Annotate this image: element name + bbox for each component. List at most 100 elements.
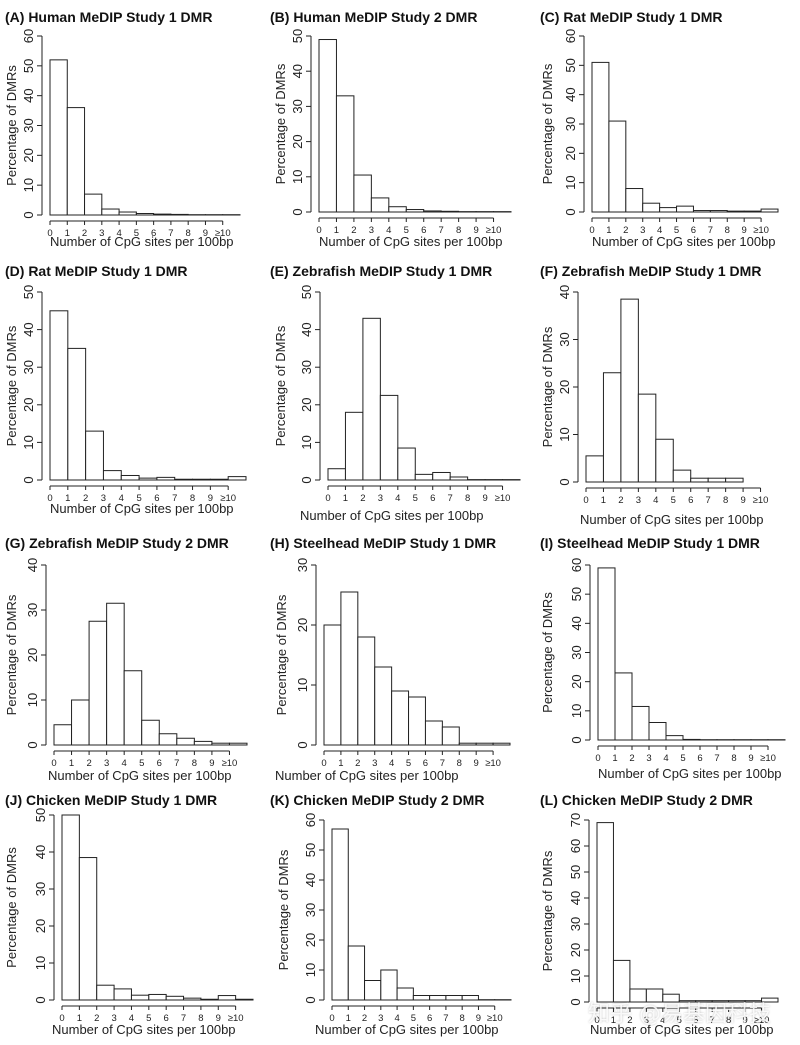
y-tick-label: 40 bbox=[33, 845, 48, 859]
y-tick-label: 60 bbox=[568, 839, 583, 853]
x-tick-label: 6 bbox=[693, 1015, 698, 1026]
bar bbox=[71, 699, 90, 746]
x-tick-label: 8 bbox=[190, 493, 195, 504]
x-tick-label: 1 bbox=[606, 225, 611, 236]
bar bbox=[85, 430, 104, 481]
bar bbox=[118, 211, 137, 216]
bar bbox=[228, 742, 248, 746]
x-tick-label: 2 bbox=[94, 1013, 99, 1024]
x-tick-label: ≥10 bbox=[485, 758, 501, 769]
bar bbox=[672, 469, 692, 483]
x-tick-label: 7 bbox=[172, 493, 177, 504]
y-tick-label: 0 bbox=[569, 736, 584, 743]
chart-title: (J) Chicken MeDIP Study 1 DMR bbox=[5, 792, 217, 808]
x-tick-label: 9 bbox=[208, 493, 213, 504]
x-tick-label: 6 bbox=[154, 493, 159, 504]
x-tick-label: 6 bbox=[691, 225, 696, 236]
x-tick-label: 4 bbox=[119, 493, 124, 504]
y-tick-label: 10 bbox=[295, 678, 310, 692]
bar bbox=[665, 735, 684, 741]
chart-title: (E) Zebrafish MeDIP Study 1 DMR bbox=[270, 263, 492, 279]
x-tick-label: 9 bbox=[742, 1015, 747, 1026]
x-tick-label: 2 bbox=[362, 1013, 367, 1024]
bar bbox=[596, 822, 614, 1003]
x-tick-label: 5 bbox=[677, 1015, 682, 1026]
y-axis-label: Percentage of DMRs bbox=[540, 592, 555, 713]
chart-panel-11: (K) Chicken MeDIP Study 2 DMR01020304050… bbox=[270, 792, 512, 1037]
bar bbox=[61, 814, 80, 1001]
bar bbox=[153, 213, 172, 216]
bar bbox=[648, 722, 667, 741]
y-tick-label: 60 bbox=[21, 29, 36, 43]
bar bbox=[614, 672, 633, 741]
x-tick-label: 7 bbox=[181, 1013, 186, 1024]
y-tick-label: 10 bbox=[25, 693, 40, 707]
bar bbox=[645, 988, 664, 1003]
x-tick-label: ≥10 bbox=[215, 228, 231, 239]
y-tick-label: 30 bbox=[557, 332, 572, 346]
x-tick-label: 3 bbox=[111, 1013, 116, 1024]
bar bbox=[408, 696, 426, 746]
y-tick-label: 50 bbox=[563, 58, 578, 72]
y-tick-label: 40 bbox=[21, 322, 36, 336]
bar bbox=[761, 997, 779, 1003]
y-tick-label: 30 bbox=[303, 903, 318, 917]
x-tick-label: 5 bbox=[411, 1013, 416, 1024]
chart-title: (C) Rat MeDIP Study 1 DMR bbox=[540, 9, 723, 25]
chart-panel-10: (J) Chicken MeDIP Study 1 DMR01020304050… bbox=[4, 792, 254, 1037]
x-tick-label: 8 bbox=[725, 225, 730, 236]
y-axis-label: Percentage of DMRs bbox=[276, 849, 291, 970]
y-tick-label: 40 bbox=[299, 322, 314, 336]
bar bbox=[642, 202, 661, 213]
x-tick-label: ≥10 bbox=[495, 493, 511, 504]
bar bbox=[170, 213, 189, 216]
bar bbox=[53, 724, 73, 746]
y-tick-label: 50 bbox=[569, 587, 584, 601]
x-tick-label: ≥10 bbox=[487, 1013, 503, 1024]
x-tick-label: 4 bbox=[657, 225, 662, 236]
bar bbox=[113, 988, 132, 1001]
x-axis-label: Number of CpG sites per 100bp bbox=[592, 234, 776, 249]
y-tick-label: 20 bbox=[21, 148, 36, 162]
chart-title: (G) Zebrafish MeDIP Study 2 DMR bbox=[5, 535, 229, 551]
x-tick-label: 9 bbox=[740, 495, 745, 506]
y-tick-label: 0 bbox=[568, 998, 583, 1005]
y-tick-label: 10 bbox=[569, 704, 584, 718]
chart-panel-7: (G) Zebrafish MeDIP Study 2 DMR010203040… bbox=[4, 535, 248, 783]
chart-panel-6: (F) Zebrafish MeDIP Study 1 DMR010203040… bbox=[540, 263, 768, 527]
x-tick-label: 0 bbox=[47, 228, 52, 239]
x-tick-label: 7 bbox=[710, 1015, 715, 1026]
x-tick-label: 0 bbox=[595, 753, 600, 764]
x-tick-label: 4 bbox=[660, 1015, 665, 1026]
bar bbox=[364, 980, 382, 1001]
bar bbox=[637, 393, 657, 483]
x-tick-label: 3 bbox=[378, 1013, 383, 1024]
x-tick-label: 8 bbox=[465, 493, 470, 504]
y-tick-label: 20 bbox=[568, 943, 583, 957]
bar bbox=[475, 742, 494, 746]
x-tick-label: 9 bbox=[203, 228, 208, 239]
bar bbox=[629, 988, 647, 1003]
x-tick-label: 7 bbox=[448, 493, 453, 504]
bar bbox=[200, 998, 219, 1001]
x-tick-label: 1 bbox=[65, 493, 70, 504]
bar bbox=[67, 347, 87, 481]
bar bbox=[78, 857, 98, 1001]
bar bbox=[620, 298, 639, 483]
x-tick-label: 6 bbox=[157, 758, 162, 769]
x-tick-label: 7 bbox=[443, 1013, 448, 1024]
x-tick-label: 9 bbox=[482, 493, 487, 504]
bar bbox=[449, 476, 469, 481]
x-tick-label: 1 bbox=[601, 495, 606, 506]
x-tick-label: 3 bbox=[640, 225, 645, 236]
bar bbox=[227, 476, 247, 481]
y-tick-label: 20 bbox=[563, 146, 578, 160]
x-axis-label: Number of CpG sites per 100bp bbox=[275, 768, 459, 783]
y-tick-label: 30 bbox=[563, 117, 578, 131]
x-tick-label: 9 bbox=[473, 225, 478, 236]
bar bbox=[676, 205, 694, 213]
y-tick-label: 60 bbox=[303, 813, 318, 827]
x-tick-label: 0 bbox=[321, 758, 326, 769]
x-tick-label: ≥10 bbox=[754, 1015, 770, 1026]
chart-title: (H) Steelhead MeDIP Study 1 DMR bbox=[270, 535, 496, 551]
